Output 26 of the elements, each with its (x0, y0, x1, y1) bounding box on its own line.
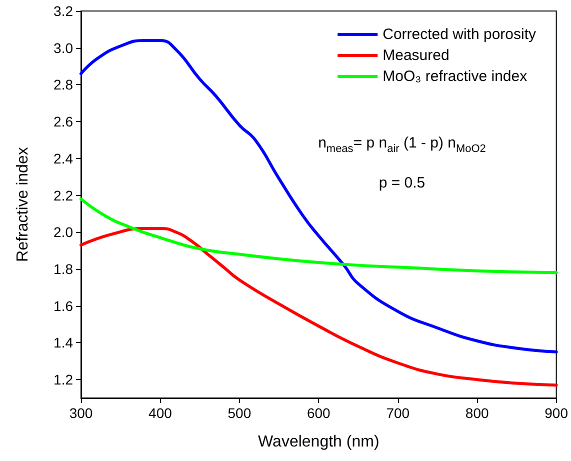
y-tick-label: 3.2 (54, 3, 74, 19)
x-tick-label: 900 (544, 405, 568, 421)
x-tick-label: 600 (306, 405, 331, 421)
x-tick-label: 400 (148, 405, 172, 421)
line-series (80, 197, 558, 274)
annotation: p = 0.5 (378, 174, 426, 192)
y-tick-label: 2.0 (54, 224, 74, 240)
x-tick-label: 800 (465, 405, 489, 421)
legend-label: MoO₃ refractive index (382, 68, 528, 85)
line-series (80, 226, 558, 387)
y-tick-label: 3.0 (54, 40, 74, 56)
legend-label: Measured (382, 47, 450, 64)
x-tick-label: 500 (228, 405, 252, 421)
y-tick-label: 1.2 (54, 372, 74, 388)
y-tick-label: 1.8 (54, 261, 74, 277)
y-tick-label: 2.8 (54, 76, 74, 93)
y-tick-label: 1.6 (54, 298, 74, 314)
y-axis-title: Refractive index (14, 147, 32, 262)
x-tick-label: 700 (386, 405, 410, 421)
x-tick-label: 300 (69, 405, 93, 421)
y-tick-label: 2.4 (54, 150, 74, 166)
y-tick-label: 2.2 (54, 187, 74, 204)
y-tick-label: 2.6 (54, 114, 74, 130)
x-axis-title: Wavelength (nm) (258, 434, 380, 450)
y-tick-label: 1.4 (54, 334, 74, 351)
legend-label: Corrected with porosity (382, 26, 536, 43)
